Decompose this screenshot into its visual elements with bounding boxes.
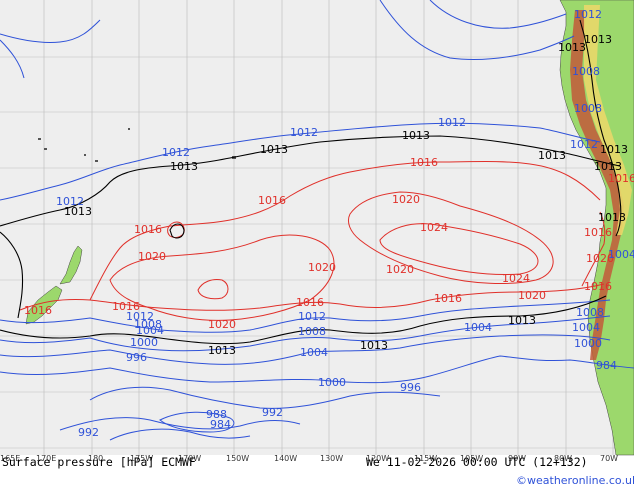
label-1012-c: 1012 xyxy=(56,195,84,208)
label-984-b: 984 xyxy=(596,359,617,372)
label-1013-i: 1013 xyxy=(584,33,612,46)
label-1016-d: 1016 xyxy=(24,304,52,317)
label-1012-a: 1012 xyxy=(290,126,318,139)
label-984-a: 984 xyxy=(210,418,231,431)
graticule xyxy=(0,0,634,455)
label-1004-e: 1004 xyxy=(608,248,634,261)
label-996-a: 996 xyxy=(126,351,147,364)
credit-link[interactable]: ©weatheronline.co.uk xyxy=(516,474,634,487)
label-1013-j: 1013 xyxy=(558,41,586,54)
label-1008-d: 1008 xyxy=(572,65,600,78)
label-1024-b: 1024 xyxy=(502,272,530,285)
valid-time: We 11-02-2026 00:00 UTC (12+132) xyxy=(366,455,588,469)
label-1013-b: 1013 xyxy=(260,143,288,156)
label-1004-d: 1004 xyxy=(572,321,600,334)
ocean-background xyxy=(0,0,634,455)
red-isobars xyxy=(19,161,606,321)
label-1013-g: 1013 xyxy=(360,339,388,352)
lon-90w: 90W xyxy=(508,454,526,463)
label-992-b: 992 xyxy=(262,406,283,419)
label-1016-i: 1016 xyxy=(584,226,612,239)
label-1012-b: 1012 xyxy=(162,146,190,159)
labels-1013: 1013 1013 1013 1013 1013 1013 1013 1013 … xyxy=(64,33,628,357)
label-1016-j: 1016 xyxy=(608,172,634,185)
label-1016-c: 1016 xyxy=(134,223,162,236)
lon-165e: 165E xyxy=(0,454,20,463)
label-1000-c: 1000 xyxy=(574,337,602,350)
labels-high: 1016 1016 1016 1016 1016 1016 1016 1016 … xyxy=(24,156,634,331)
label-1013-c: 1013 xyxy=(170,160,198,173)
lon-140w: 140W xyxy=(274,454,297,463)
label-1016-a: 1016 xyxy=(410,156,438,169)
label-988: 988 xyxy=(206,408,227,421)
lon-130w: 130W xyxy=(320,454,343,463)
label-992-a: 992 xyxy=(78,426,99,439)
label-1016-e: 1016 xyxy=(112,300,140,313)
label-996-b: 996 xyxy=(400,381,421,394)
lon-170w: 170W xyxy=(178,454,201,463)
label-1013-m: 1013 xyxy=(598,211,626,224)
black-isobars xyxy=(0,19,622,345)
label-1013-d: 1013 xyxy=(64,205,92,218)
map-title: Surface pressure [hPa] ECMWF xyxy=(2,455,196,469)
label-1020-f: 1020 xyxy=(518,289,546,302)
label-1016-b: 1016 xyxy=(258,194,286,207)
andes-relief xyxy=(570,10,624,360)
label-1016-h: 1016 xyxy=(584,280,612,293)
labels-low: 1012 1012 1012 1012 1012 1012 1012 1012 … xyxy=(56,8,634,439)
lon-180: 180 xyxy=(88,454,103,463)
lon-170e: 170E xyxy=(36,454,56,463)
lon-70w: 70W xyxy=(600,454,618,463)
label-1004-a: 1004 xyxy=(136,324,164,337)
label-1013-k: 1013 xyxy=(600,143,628,156)
lon-150w: 150W xyxy=(226,454,249,463)
label-1013-l: 1013 xyxy=(594,160,622,173)
label-1008-a: 1008 xyxy=(134,318,162,331)
label-1020-e: 1020 xyxy=(208,318,236,331)
blue-isobars xyxy=(0,0,634,441)
lon-115w: 115W xyxy=(414,454,437,463)
label-1020-b: 1020 xyxy=(138,250,166,263)
lon-120w: 120W xyxy=(366,454,389,463)
label-1004-c: 1004 xyxy=(464,321,492,334)
lon-175w: 175W xyxy=(130,454,153,463)
label-1020-c: 1020 xyxy=(308,261,336,274)
label-1024-a: 1024 xyxy=(420,221,448,234)
label-1020-a: 1020 xyxy=(392,193,420,206)
label-1012-g: 1012 xyxy=(574,8,602,21)
label-1013-e: 1013 xyxy=(538,149,566,162)
label-1013-h: 1013 xyxy=(508,314,536,327)
label-1004-b: 1004 xyxy=(300,346,328,359)
label-1013-a: 1013 xyxy=(402,129,430,142)
label-1000-b: 1000 xyxy=(318,376,346,389)
label-1008-b: 1008 xyxy=(298,325,326,338)
lon-105w: 105W xyxy=(460,454,483,463)
label-1012-d: 1012 xyxy=(438,116,466,129)
label-1008-c: 1008 xyxy=(576,306,604,319)
label-1020-g: 1020 xyxy=(586,252,614,265)
andes-highlands xyxy=(584,5,632,235)
label-1012-e: 1012 xyxy=(126,310,154,323)
label-1016-f: 1016 xyxy=(296,296,324,309)
label-1016-g: 1016 xyxy=(434,292,462,305)
label-1012-h: 1012 xyxy=(570,138,598,151)
land-new-zealand-north xyxy=(59,245,83,285)
label-1020-d: 1020 xyxy=(386,263,414,276)
lon-80w: 80W xyxy=(554,454,572,463)
label-1012-f: 1012 xyxy=(298,310,326,323)
label-1013-f: 1013 xyxy=(208,344,236,357)
label-1008-e: 1008 xyxy=(574,102,602,115)
label-1000-a: 1000 xyxy=(130,336,158,349)
longitude-axis: 165E 170E 180 175W 170W 150W 140W 130W 1… xyxy=(0,454,618,463)
